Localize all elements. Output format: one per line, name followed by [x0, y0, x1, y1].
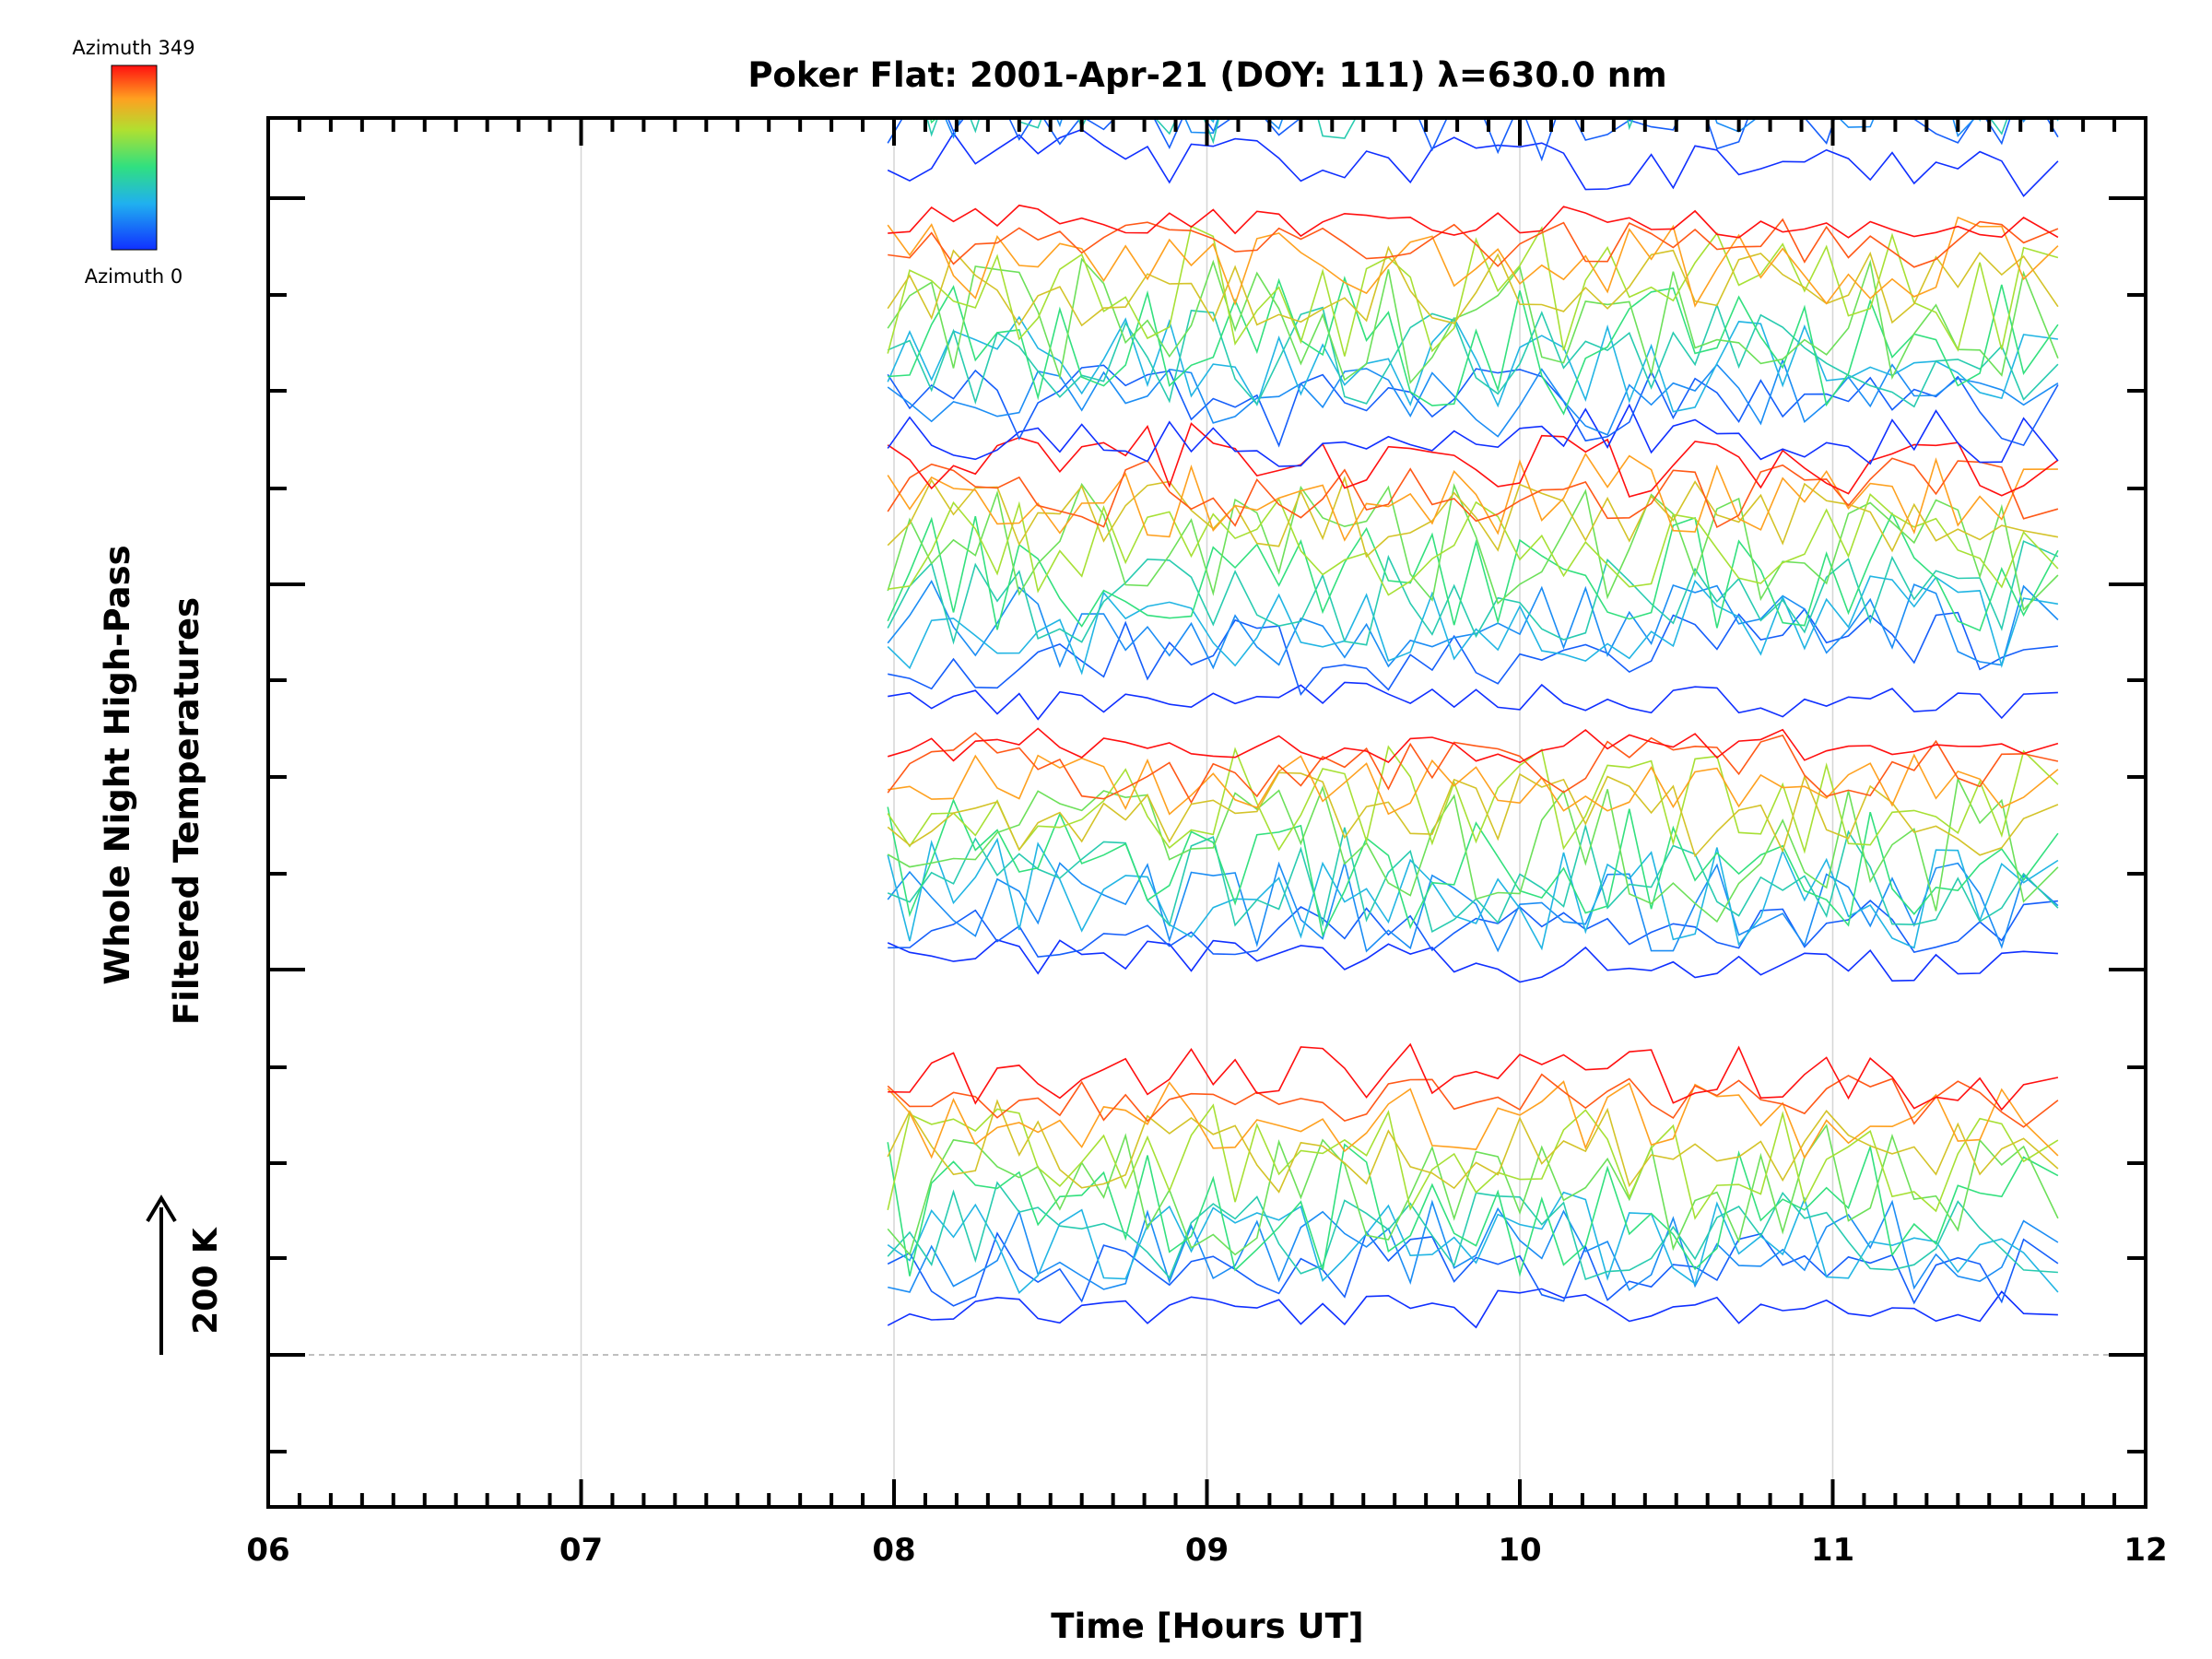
series-line-g0-2: [888, 1199, 2059, 1293]
series-line-g2-2: [887, 579, 2059, 670]
series-line-g3-8: [887, 245, 2059, 327]
x-tick-label: 11: [1811, 1532, 1854, 1569]
series-line-g0-0: [887, 1288, 2058, 1329]
series-line-g1-8: [887, 771, 2059, 858]
series-line-g0-1: [887, 1230, 2059, 1307]
series-line-g1-1: [888, 900, 2058, 959]
colorbar-top-label: Azimuth 349: [72, 37, 194, 59]
series-line-g4-1: [887, 118, 2059, 162]
series-line-g2-3: [887, 575, 2059, 676]
series-line-g1-0: [887, 939, 2058, 983]
series-line-g3-1: [887, 364, 2059, 448]
series-line-g3-5: [888, 276, 2059, 416]
axis-ticks: [266, 118, 2147, 1507]
x-tick-labels: 06 07 08 09 10 11 12: [246, 1532, 2167, 1569]
colorbar: [111, 65, 158, 251]
series-line-g2-9: [887, 452, 2058, 542]
series-line-g3-9: [887, 216, 2059, 308]
series-line-g1-7: [887, 745, 2059, 854]
x-tick-label: 12: [2124, 1532, 2167, 1569]
series-line-g2-5: [887, 512, 2059, 632]
series-line-g2-8: [887, 475, 2059, 559]
x-axis-label: Time [Hours UT]: [1051, 1606, 1363, 1646]
series-line-g2-0: [888, 681, 2058, 721]
series-line-g1-5: [887, 798, 2059, 938]
chart-title: Poker Flat: 2001-Apr-21 (DOY: 111) λ=630…: [747, 55, 1666, 95]
series-line-g3-2: [887, 358, 2059, 438]
x-tick-label: 09: [1185, 1532, 1229, 1569]
series-line-g0-3: [887, 1191, 2059, 1294]
series-line-g0-11: [888, 1042, 2059, 1112]
series-line-g4-8: [888, 0, 2058, 53]
series-line-g0-9: [887, 1080, 2059, 1160]
series-line-g0-7: [887, 1103, 2059, 1220]
series-line-g3-10: [888, 218, 2059, 268]
series-line-g2-10: [887, 457, 2059, 529]
series-line-g3-7: [887, 225, 2059, 357]
series-line-g3-0: [887, 403, 2059, 467]
series-line-g0-5: [887, 1142, 2059, 1277]
series-line-g3-4: [887, 302, 2059, 408]
x-tick-label: 08: [872, 1532, 915, 1569]
x-tick-label: 07: [559, 1532, 603, 1569]
series-line-g1-11: [887, 727, 2059, 764]
scale-arrow: [146, 1194, 177, 1355]
series-line-g4-2: [944, 118, 2028, 139]
series-line-g1-9: [888, 753, 2059, 816]
traces: [887, 0, 2059, 1329]
x-tick-label: 06: [246, 1532, 289, 1569]
series-line-g2-7: [888, 492, 2059, 596]
series-line-g4-0: [887, 128, 2059, 197]
scale-label: 200 K: [187, 1227, 225, 1335]
series-line-g0-8: [887, 1099, 2059, 1194]
series-line-g1-10: [887, 732, 2059, 805]
series-line-g1-4: [887, 823, 2059, 933]
series-line-g2-11: [887, 422, 2059, 498]
series-line-g0-6: [887, 1124, 2059, 1256]
x-tick-label: 10: [1498, 1532, 1541, 1569]
series-line-g0-10: [887, 1073, 2059, 1128]
series-line-g2-1: [888, 607, 2058, 697]
series-line-g3-6: [887, 257, 2059, 384]
series-line-g3-11: [888, 204, 2059, 239]
series-line-g2-4: [887, 540, 2059, 646]
series-line-g2-6: [887, 482, 2059, 612]
series-line-g4-9: [888, 0, 2058, 15]
y-axis-label-line-1: Whole Night High-Pass: [98, 545, 137, 984]
series-line-g0-4: [887, 1181, 2058, 1281]
series-line-g1-2: [887, 859, 2059, 953]
colorbar-bottom-label: Azimuth 0: [85, 265, 183, 288]
y-axis-label-line-2: Filtered Temperatures: [167, 597, 206, 1025]
series-line-g1-6: [887, 776, 2059, 924]
series-line-g1-3: [887, 837, 2059, 951]
